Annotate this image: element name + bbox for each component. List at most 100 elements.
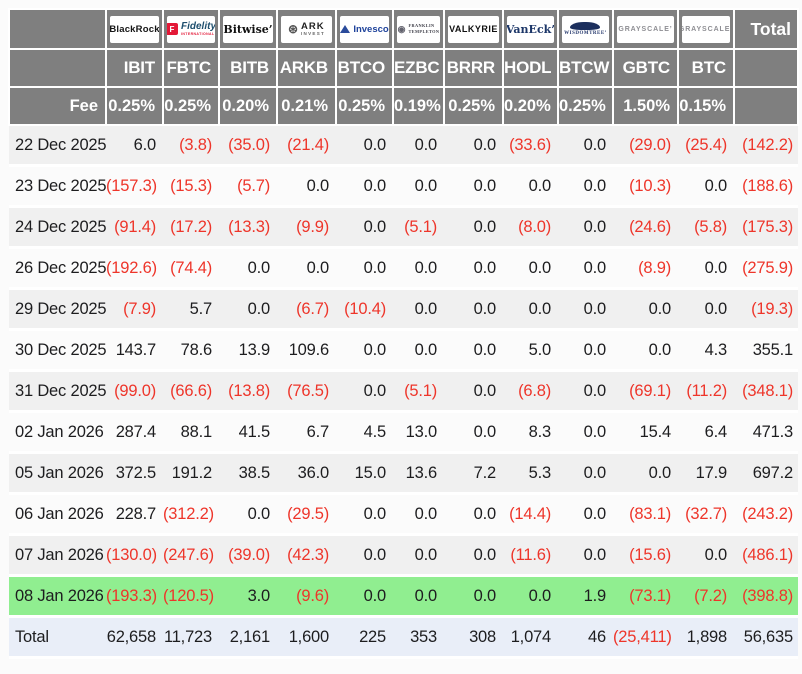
- flow-value: 191.2: [163, 452, 219, 495]
- flow-value: 5.7: [163, 288, 219, 331]
- flow-value: (5.7): [219, 165, 277, 208]
- flow-value: (5.8): [678, 206, 734, 249]
- flow-value: 0.0: [444, 370, 503, 413]
- flow-value: (312.2): [163, 493, 219, 536]
- flow-value: (9.6): [277, 575, 336, 618]
- flow-value: (73.1): [613, 575, 678, 618]
- logo-valkyrie: VALKYRIE: [448, 15, 499, 43]
- flow-value: (192.6): [106, 247, 163, 290]
- header-row-tickers: IBIT FBTC BITB ARKB BTCO EZBC BRRR HODL BTCW GBTC…: [8, 48, 799, 88]
- ticker-cell-fbtc: FBTC: [162, 48, 220, 88]
- provider-logo-cell: WISDOMTREE’: [557, 8, 614, 50]
- table-row: 05 Jan 2026 372.5 191.2 38.5 36.0 15.0 13.6 7.2…: [9, 452, 798, 495]
- flow-value: 0.0: [558, 125, 613, 167]
- flow-value: 7.2: [444, 452, 503, 495]
- flow-value: (15.3): [163, 165, 219, 208]
- flow-value: (10.4): [336, 288, 393, 331]
- flow-value: 0.0: [336, 575, 393, 618]
- flow-value: 0.0: [678, 247, 734, 290]
- flow-value: 0.0: [444, 411, 503, 454]
- flow-value: 17.9: [678, 452, 734, 495]
- flow-value: (35.0): [219, 125, 277, 167]
- ark-circle-icon: ⊛: [287, 22, 298, 36]
- flow-value: (8.9): [613, 247, 678, 290]
- table-row: 07 Jan 2026 (130.0) (247.6) (39.0) (42.3) 0.0…: [9, 534, 798, 577]
- flow-value: (99.0): [106, 370, 163, 413]
- row-total: 697.2: [734, 452, 798, 495]
- fee-cell: 0.20%: [218, 86, 278, 126]
- flow-value: 0.0: [277, 247, 336, 290]
- flow-value: (74.4): [163, 247, 219, 290]
- invesco-triangle-icon: [340, 25, 351, 33]
- logo-part: Fidelity INTERNATIONAL: [181, 20, 215, 37]
- total-row-label: Total: [9, 616, 106, 659]
- flow-value: 0.0: [558, 329, 613, 372]
- row-total: (243.2): [734, 493, 798, 536]
- flow-value: (9.9): [277, 206, 336, 249]
- flow-value: (11.6): [503, 534, 558, 577]
- flow-value: 0.0: [393, 288, 444, 331]
- flow-value: 0.0: [444, 493, 503, 536]
- column-total: 2,161: [219, 616, 277, 659]
- flow-value: 0.0: [336, 370, 393, 413]
- row-total: (398.8): [734, 575, 798, 618]
- flow-value: 0.0: [558, 493, 613, 536]
- flow-value: 6.4: [678, 411, 734, 454]
- logo-part: VALKYRIE: [449, 24, 498, 34]
- logo-part: GRAYSCALE’: [618, 25, 673, 33]
- logo-invesco: Invesco: [340, 15, 389, 43]
- ticker-cell-gbtc: GBTC: [612, 48, 679, 88]
- flow-value: 372.5: [106, 452, 163, 495]
- flow-value: 0.0: [558, 288, 613, 331]
- flow-value: (5.1): [393, 206, 444, 249]
- flow-value: 0.0: [444, 575, 503, 618]
- flow-value: 38.5: [219, 452, 277, 495]
- column-total: 308: [444, 616, 503, 659]
- column-total: 46: [558, 616, 613, 659]
- flow-value: 0.0: [503, 247, 558, 290]
- fee-cell: 0.25%: [105, 86, 164, 126]
- column-total: 1,600: [277, 616, 336, 659]
- table-row: 29 Dec 2025 (7.9) 5.7 0.0 (6.7) (10.4) 0.0 0.0 0…: [9, 288, 798, 331]
- fee-cell: 0.25%: [443, 86, 504, 126]
- logo-ark: ⊛ ARK INVEST: [281, 15, 332, 43]
- row-date: 22 Dec 2025: [9, 125, 107, 167]
- flow-value: 0.0: [678, 534, 734, 577]
- row-total: (275.9): [734, 247, 798, 290]
- row-date: 30 Dec 2025: [9, 329, 107, 372]
- flow-value: (33.6): [503, 125, 558, 167]
- blackrock-logo-text: BlackRock: [110, 23, 159, 35]
- flow-value: 0.0: [558, 452, 613, 495]
- flow-value: 4.5: [336, 411, 393, 454]
- flow-value: 13.0: [393, 411, 444, 454]
- flow-value: 0.0: [336, 493, 393, 536]
- flow-value: 0.0: [444, 206, 503, 249]
- logo-part: Fidelity: [181, 20, 215, 32]
- logo-part: FRANKLIN TEMPLETON: [408, 23, 439, 34]
- flow-value: 109.6: [277, 329, 336, 372]
- flow-value: 88.1: [163, 411, 219, 454]
- flow-value: 0.0: [393, 125, 444, 167]
- row-date: 06 Jan 2026: [9, 493, 106, 536]
- flow-value: 0.0: [336, 165, 393, 208]
- flow-value: (13.3): [219, 206, 277, 249]
- provider-logo-cell: GRAYSCALE’: [612, 8, 679, 50]
- ticker-cell-brrr: BRRR: [443, 48, 504, 88]
- flow-value: 0.0: [444, 329, 503, 372]
- flow-value: 0.0: [558, 534, 613, 577]
- fee-row-total-spacer: [733, 86, 799, 126]
- row-total: (486.1): [734, 534, 798, 577]
- flow-value: 0.0: [336, 206, 393, 249]
- flow-value: (10.3): [613, 165, 678, 208]
- flow-value: 0.0: [558, 370, 613, 413]
- row-date: 26 Dec 2025: [9, 247, 107, 290]
- flow-value: 0.0: [444, 247, 503, 290]
- flow-value: 0.0: [444, 534, 503, 577]
- logo-blackrock: BlackRock: [110, 15, 159, 43]
- table-row: 26 Dec 2025 (192.6) (74.4) 0.0 0.0 0.0 0.0 0.0 0…: [9, 247, 798, 290]
- fee-cell: 0.19%: [392, 86, 445, 126]
- flow-value: (29.0): [613, 125, 678, 167]
- flow-value: 1.9: [558, 575, 613, 618]
- flow-value: (8.0): [503, 206, 558, 249]
